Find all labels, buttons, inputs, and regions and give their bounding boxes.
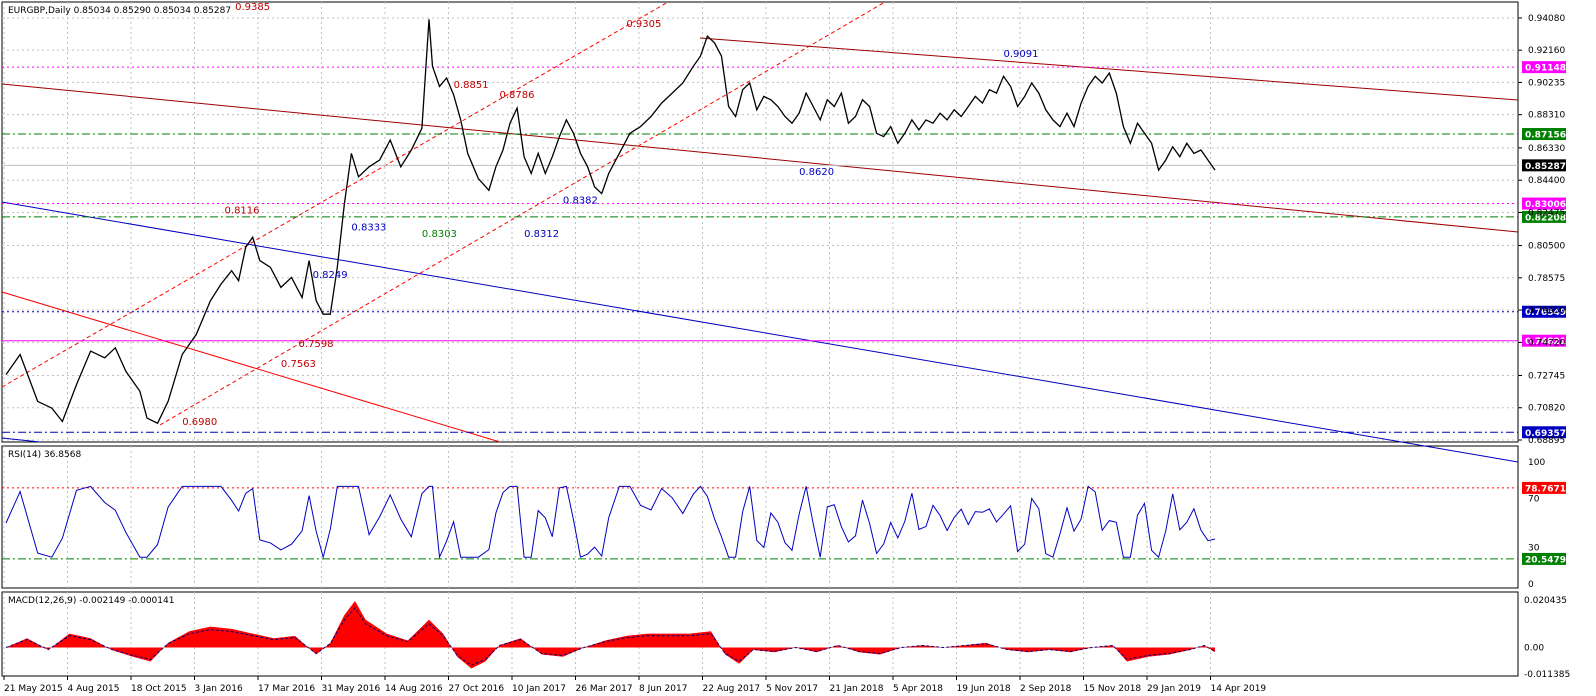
macd-series [5, 601, 1216, 669]
level-badge-text: 0.74821 [1525, 337, 1566, 347]
x-tick-label: 26 Mar 2017 [576, 684, 633, 694]
y-tick-label: 0.84400 [1528, 176, 1565, 186]
x-tick-label: 21 Jan 2018 [830, 684, 884, 694]
y-tick-label: 0.76650 [1528, 306, 1565, 316]
y-tick-label: 0.80500 [1528, 242, 1565, 252]
rsi-panel[interactable] [1, 445, 1519, 589]
macd-panel[interactable] [1, 591, 1519, 677]
current-price-text: 0.85287 [1525, 162, 1566, 172]
macd-header: MACD(12,26,9) -0.002149 -0.000141 [8, 596, 174, 606]
price-annotation: 0.7598 [299, 339, 334, 350]
rsi-level-badge-text: 20.5479 [1525, 555, 1566, 565]
x-tick-label: 22 Aug 2017 [703, 684, 761, 694]
macd-tick-label: 0.00 [1524, 644, 1544, 654]
level-badge-text: 0.76549 [1525, 308, 1566, 318]
price-annotation: 0.8382 [563, 196, 598, 207]
x-tick-label: 14 Apr 2019 [1211, 684, 1267, 694]
x-tick-label: 27 Oct 2016 [449, 684, 505, 694]
price-annotation: 0.9091 [1004, 49, 1039, 60]
y-tick-label: 0.92160 [1528, 46, 1565, 56]
price-annotation: 0.8312 [524, 229, 559, 240]
rsi-line[interactable] [5, 485, 1216, 560]
x-tick-label: 10 Jan 2017 [512, 684, 566, 694]
level-badge [1522, 197, 1566, 210]
x-tick-label: 31 May 2016 [322, 684, 381, 694]
x-tick-label: 14 Aug 2016 [385, 684, 443, 694]
current-price-badge [1522, 159, 1566, 172]
price-panel[interactable] [1, 1, 1519, 443]
down-channel-blue-lower[interactable] [1, 437, 41, 443]
rsi-level-badge-text: 78.7671 [1525, 484, 1566, 494]
x-tick-label: 21 May 2015 [4, 684, 63, 694]
rsi-tick-label: 100 [1528, 458, 1545, 468]
x-tick-label: 5 Nov 2017 [766, 684, 818, 694]
up-channel-red-upper[interactable] [1, 1, 669, 388]
y-tick-label: 0.82475 [1528, 208, 1565, 218]
price-series [5, 19, 1216, 425]
grid-lines [2, 2, 1518, 676]
rsi-tick-label: 30 [1528, 543, 1540, 553]
rsi-tick-label: 70 [1528, 495, 1540, 505]
level-badge [1522, 210, 1566, 223]
rsi-header: RSI(14) 36.8568 [8, 450, 81, 460]
x-tick-label: 8 Jun 2017 [639, 684, 687, 694]
price-annotation: 0.8333 [351, 222, 386, 233]
x-tick-label: 5 Apr 2018 [893, 684, 943, 694]
price-annotations: 0.9385 0.9305 0.9091 0.8851 0.8786 0.8620 0.83… [182, 2, 1038, 428]
price-annotation: 0.8116 [225, 206, 260, 217]
level-badge-text: 0.91148 [1525, 64, 1566, 74]
macd-signal-line[interactable] [5, 607, 1216, 666]
level-badge-text: 0.83006 [1525, 200, 1566, 210]
y-tick-label: 0.74720 [1528, 338, 1565, 348]
y-tick-label: 0.70820 [1528, 404, 1565, 414]
level-badge [1522, 61, 1566, 74]
y-tick-label: 0.86330 [1528, 144, 1565, 154]
price-annotation: 0.8249 [313, 270, 348, 281]
price-annotation: 0.8786 [499, 90, 534, 101]
price-line[interactable] [5, 19, 1216, 425]
level-badge [1522, 128, 1566, 141]
rsi-level-badge [1522, 481, 1566, 494]
macd-tick-label: -0.011385 [1524, 670, 1570, 680]
level-badge-text: 0.82208 [1525, 213, 1566, 223]
price-annotation: 0.8303 [422, 229, 457, 240]
rsi-level-badge [1522, 552, 1566, 565]
x-tick-label: 18 Oct 2015 [131, 684, 187, 694]
y-tick-label: 0.90235 [1528, 78, 1565, 88]
price-annotation: 0.8620 [799, 167, 834, 178]
y-tick-label: 0.72745 [1528, 371, 1565, 381]
price-annotation: 0.9385 [235, 2, 270, 13]
price-annotation: 0.7563 [281, 359, 316, 370]
y-axis: 0.91148 0.87156 0.83006 0.82208 0.76549 0.748… [1518, 14, 1570, 680]
level-badge-text: 0.87156 [1525, 131, 1566, 141]
y-tick-label: 0.68895 [1528, 436, 1565, 446]
rsi-tick-label: 0 [1528, 580, 1534, 590]
level-badge [1522, 305, 1566, 318]
rsi-series [2, 485, 1518, 560]
x-tick-label: 17 Mar 2016 [258, 684, 315, 694]
level-badge [1522, 334, 1566, 347]
y-tick-label: 0.88310 [1528, 111, 1565, 121]
macd-tick-label: 0.020435 [1524, 596, 1567, 606]
y-tick-label: 0.78575 [1528, 274, 1565, 284]
level-badge [1522, 426, 1566, 439]
y-tick-label: 0.94080 [1528, 14, 1565, 24]
price-annotation: 0.6980 [182, 417, 217, 428]
x-tick-label: 2 Sep 2018 [1020, 684, 1072, 694]
down-channel-red[interactable] [1, 291, 501, 443]
level-badge-text: 0.69357 [1525, 429, 1566, 439]
price-annotation: 0.8851 [454, 80, 489, 91]
horizontal-levels [2, 66, 1518, 433]
down-channel-brown-lower[interactable] [1, 83, 1519, 233]
x-axis: 21 May 2015 4 Aug 2015 18 Oct 2015 3 Jan 20… [3, 676, 1267, 694]
price-annotation: 0.9305 [626, 19, 661, 30]
x-tick-label: 3 Jan 2016 [195, 684, 243, 694]
x-tick-label: 15 Nov 2018 [1084, 684, 1142, 694]
x-tick-label: 29 Jan 2019 [1147, 684, 1201, 694]
x-tick-label: 4 Aug 2015 [68, 684, 120, 694]
x-tick-label: 19 Jun 2018 [957, 684, 1011, 694]
down-channel-brown-upper[interactable] [699, 37, 1519, 101]
symbol-header: EURGBP,Daily 0.85034 0.85290 0.85034 0.8… [8, 6, 231, 16]
